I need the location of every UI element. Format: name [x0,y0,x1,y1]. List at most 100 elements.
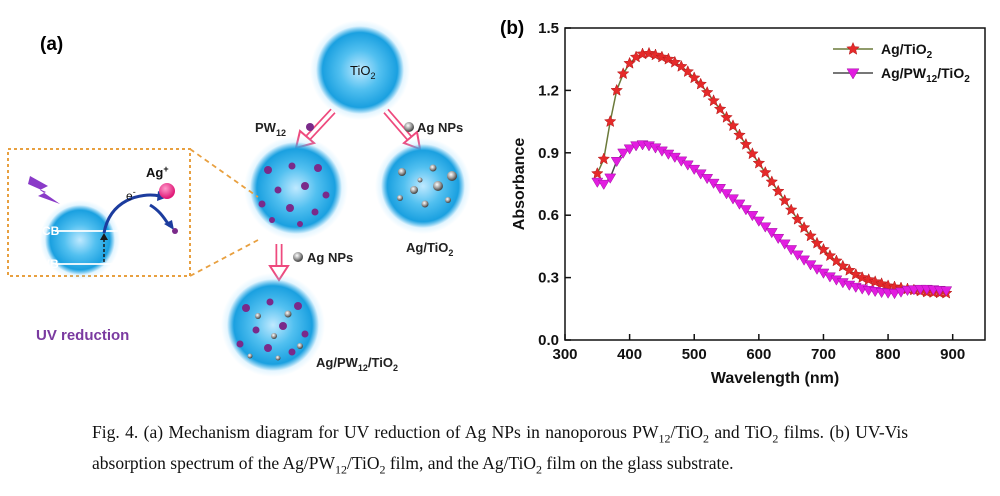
ag-pw12-tio2-sub2: 2 [393,363,398,373]
ag-pw12-tio2-label: Ag/PW [316,355,359,370]
data-point-star [778,193,792,207]
uv-light-icon [28,176,60,204]
data-point-star [687,71,701,84]
data-point-triangle [888,289,901,300]
tio2-label-sub: 2 [370,71,375,81]
y-tick-label: 1.5 [538,20,559,37]
caption-part-6: film, and the Ag/TiO [385,452,537,473]
data-point-star [649,48,662,61]
caption-part-7: film on the glass substrate. [542,452,734,473]
data-point-triangle [610,157,623,168]
caption-sub-4: 12 [335,462,348,476]
ag-pw12-tio2-sphere [221,273,325,377]
figure-caption: Fig. 4. (a) Mechanism diagram for UV red… [92,420,908,481]
data-point-triangle [759,222,772,233]
data-point-star [713,102,727,115]
uv-reduction-label: UV reduction [36,327,129,344]
data-point-triangle [746,211,759,222]
caption-sub-5: 2 [379,462,386,476]
x-tick-label: 900 [940,346,965,363]
figure: (a) TiO2 PW12 Ag NPs [7,18,986,387]
caption-sub-2: 2 [702,431,709,446]
data-point-triangle [623,144,636,155]
data-point-triangle [617,148,630,159]
svg-text:e-: e- [126,187,136,203]
svg-text:Ag/TiO2: Ag/TiO2 [406,240,453,258]
svg-text:Ag+: Ag+ [146,164,169,180]
data-point-triangle [720,189,733,200]
y-axis-label: Absorbance [511,138,528,231]
data-point-star [758,165,772,178]
ag-pw12-tio2-part2: /TiO [368,355,393,370]
data-point-star [771,184,785,197]
ag-ion-sup: + [163,164,168,174]
data-point-triangle [791,250,804,261]
data-point-star [784,203,798,216]
data-point-star [791,212,804,225]
x-tick-label: 400 [617,346,642,363]
panel-b: (b) 300 400 500 600 700 800 900 0.0 0.3 0.6 0.9 1.2… [500,18,986,387]
data-point-star [733,128,746,141]
data-point-star [797,221,811,234]
data-point-star [823,249,837,262]
data-point-star [603,114,617,128]
data-point-triangle [739,205,752,216]
electron-sup: - [133,187,136,197]
data-point-triangle [752,216,765,227]
y-tick-label: 0.3 [538,270,559,287]
data-point-triangle [733,199,746,210]
y-tick-label: 0.9 [538,145,559,162]
data-point-star [681,65,695,78]
ag-reduced-icon [172,228,178,234]
data-point-star [746,147,759,160]
ag-ion-icon [159,183,175,199]
data-point-star [642,46,656,59]
pw12-tio2-sphere [244,136,348,240]
ag-np-marker-icon-2 [293,252,303,262]
ag-nps-label-top: Ag NPs [417,120,463,135]
x-tick-label: 300 [552,346,577,363]
tio2-sphere: TiO2 [310,20,410,120]
pw12-label: PW [255,120,277,135]
legend-label-2: Ag/PW12/TiO2 [881,65,970,85]
plot-frame [564,27,986,341]
ag-pw12-tio2-sub1: 12 [358,363,368,373]
caption-part-1: Fig. 4. (a) Mechanism diagram for UV red… [92,422,659,442]
data-point-star [616,67,630,80]
tio2-label: TiO [350,63,370,78]
data-point-star [804,229,817,242]
caption-sub-6: 2 [536,462,543,476]
caption-part-3: and TiO [708,422,773,442]
ag-np-marker-icon [404,122,414,132]
ag-nps-label-bottom: Ag NPs [307,250,353,265]
x-axis-label: Wavelength (nm) [711,370,839,387]
data-point-star [707,94,720,107]
data-point-triangle [727,194,739,205]
legend-marker-2 [846,68,860,80]
y-tick-label: 0.6 [538,207,559,224]
ag-tio2-label-sub: 2 [448,248,453,258]
data-point-triangle [785,245,798,256]
x-tick-label: 700 [811,346,836,363]
data-point-star [610,83,624,96]
inset-connector-lines [189,148,259,277]
absorbance-chart: 300 400 500 600 700 800 900 0.0 0.3 0.6 0.9 1.2 1.5 W… [511,20,986,387]
cb-label: CB [42,224,60,238]
data-point-star [739,137,753,150]
uv-reduction-inset: CB VB e- Ag+ [7,148,191,280]
y-tick-label: 0.0 [538,332,559,349]
data-point-triangle [772,233,785,245]
data-point-star [694,77,708,90]
x-tick-label: 800 [876,346,901,363]
data-point-star [752,156,766,169]
data-point-triangle [707,178,720,189]
data-point-star [765,175,779,188]
caption-part-2: /TiO [670,422,703,442]
data-point-triangle [604,173,617,184]
data-point-star [810,236,824,249]
caption-sub-3: 2 [772,431,779,446]
data-point-star [830,254,843,267]
ag-ion-label: Ag [146,165,163,180]
panel-a: (a) TiO2 PW12 Ag NPs [7,20,471,377]
pw12-marker-icon [306,123,314,131]
